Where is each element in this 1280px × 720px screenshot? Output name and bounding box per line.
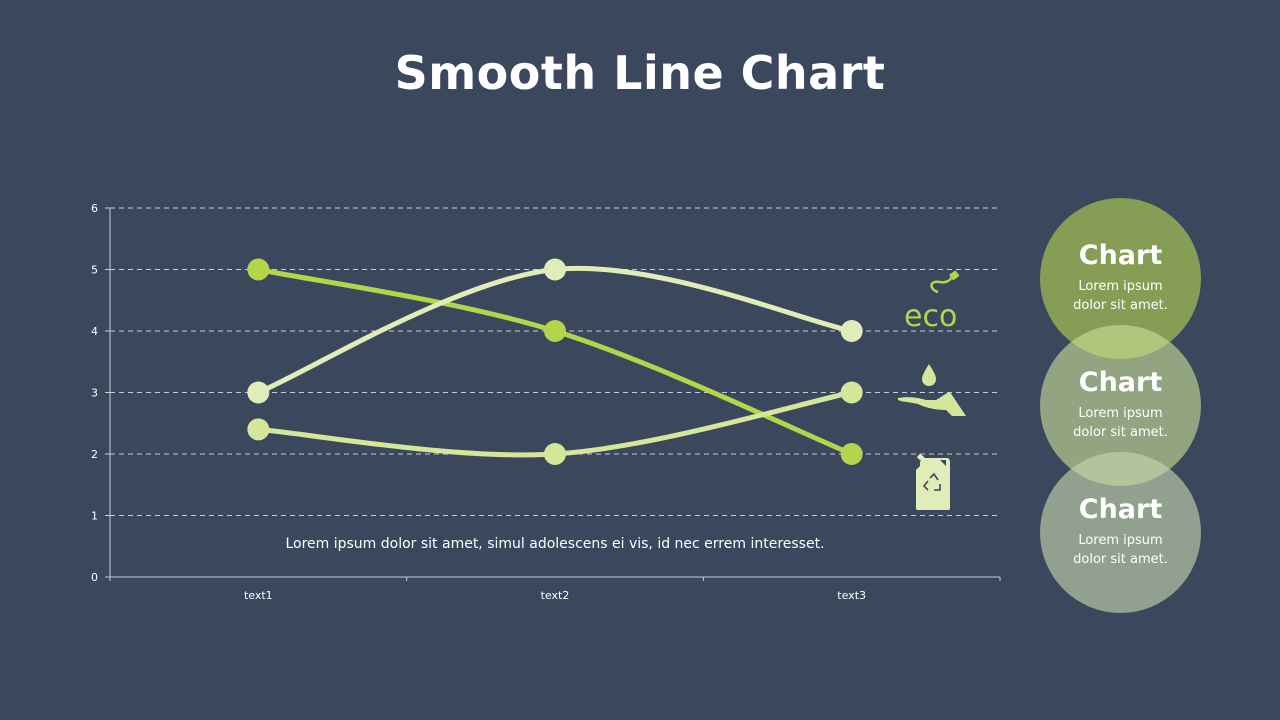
y-tick-label: 2 (91, 448, 98, 461)
gridlines (110, 207, 1000, 516)
page-title: Smooth Line Chart (394, 46, 886, 100)
series-2 (247, 258, 863, 404)
water-drop-hand-icon (898, 364, 966, 416)
data-point[interactable] (544, 258, 566, 281)
circle-title: Chart (1078, 240, 1163, 271)
svg-text:eco: eco (904, 299, 957, 330)
data-point[interactable] (247, 258, 270, 281)
y-tick-label: 6 (91, 202, 98, 215)
series-3 (247, 381, 863, 465)
y-tick-label: 3 (91, 387, 98, 400)
y-tick-label: 1 (91, 510, 98, 523)
data-point[interactable] (840, 443, 863, 465)
data-point[interactable] (544, 443, 566, 465)
circle-text-line2: dolor sit amet. (1073, 298, 1168, 313)
series-lines (247, 258, 863, 465)
circle-title: Chart (1078, 367, 1163, 398)
circle-text-line1: Lorem ipsum (1078, 406, 1163, 421)
circle-text-line1: Lorem ipsum (1078, 533, 1163, 548)
circle-text-line1: Lorem ipsum (1078, 279, 1163, 294)
info-circle-3: Chart Lorem ipsum dolor sit amet. (1040, 452, 1201, 613)
x-tick-label: text3 (837, 589, 866, 602)
circle-title: Chart (1078, 494, 1163, 525)
data-point[interactable] (544, 320, 566, 342)
chart-caption: Lorem ipsum dolor sit amet, simul adoles… (285, 536, 825, 552)
data-point[interactable] (247, 418, 270, 441)
series-1 (247, 258, 863, 465)
circle-text-line2: dolor sit amet. (1073, 425, 1168, 440)
x-tick-label: text2 (541, 589, 570, 602)
eco-plug-icon: eco (904, 270, 960, 330)
circle-text-line2: dolor sit amet. (1073, 552, 1168, 567)
recycle-canister-icon (916, 454, 950, 510)
data-point[interactable] (840, 381, 863, 404)
data-point[interactable] (247, 381, 270, 404)
y-tick-label: 5 (91, 264, 98, 277)
y-tick-label: 4 (91, 325, 98, 338)
series-line (255, 267, 855, 457)
x-tick-label: text1 (244, 589, 273, 602)
y-tick-label: 0 (91, 571, 98, 584)
axes: 0 1 2 3 4 5 6 text1 text2 text3 (91, 202, 1001, 602)
data-point[interactable] (840, 320, 863, 342)
